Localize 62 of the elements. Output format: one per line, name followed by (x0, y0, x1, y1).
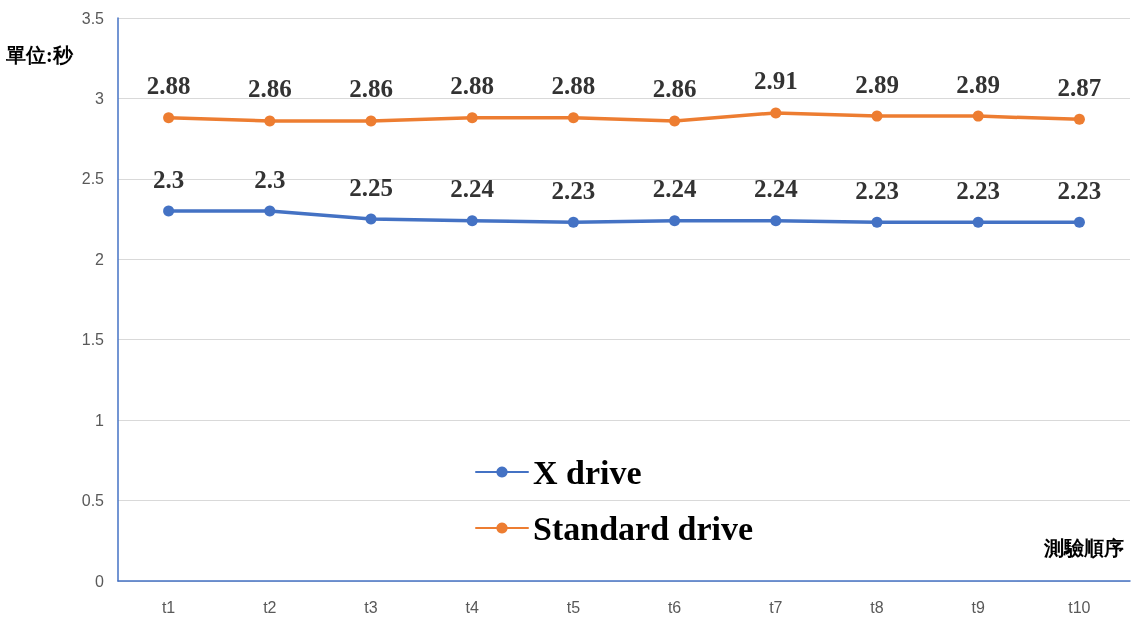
point (669, 215, 681, 227)
data-label: 2.3 (254, 165, 286, 193)
y-tick-label: 1.5 (81, 331, 105, 349)
point (264, 115, 276, 127)
point (365, 213, 377, 225)
point (871, 110, 883, 122)
point (1073, 216, 1085, 228)
y-tick-label: 2 (95, 250, 105, 268)
x-tick-label: t2 (263, 598, 277, 616)
x-tick-label: t1 (161, 598, 176, 616)
data-label: 2.23 (551, 176, 596, 204)
data-label: 2.89 (956, 70, 1001, 98)
data-label: 2.88 (551, 72, 596, 100)
point (264, 205, 276, 217)
data-label: 2.89 (855, 70, 899, 98)
point (567, 112, 579, 124)
data-label: 2.24 (450, 175, 495, 203)
x-tick-label: t9 (971, 598, 985, 616)
data-label: 2.86 (247, 75, 292, 103)
legend-label: Standard drive (533, 509, 754, 547)
x-tick-label: t7 (769, 598, 783, 616)
point (466, 112, 478, 124)
data-label: 2.88 (146, 72, 191, 100)
x-tick-label: t3 (364, 598, 378, 616)
data-label: 2.88 (450, 72, 495, 100)
y-tick-label: 3 (95, 89, 105, 107)
point (466, 215, 478, 227)
x-tick-label: t4 (465, 598, 479, 616)
data-label: 2.23 (956, 176, 1001, 204)
point (1073, 113, 1085, 125)
point (163, 112, 175, 124)
point (770, 215, 782, 227)
y-tick-label: 0.5 (81, 492, 105, 510)
data-label: 2.87 (1057, 73, 1102, 101)
point (567, 216, 579, 228)
point (972, 216, 984, 228)
y-tick-label: 2.5 (81, 170, 105, 188)
point (163, 205, 175, 217)
x-tick-label: t5 (566, 598, 581, 616)
data-label: 2.23 (855, 176, 899, 204)
data-label: 2.24 (652, 175, 697, 203)
x-tick-label: t10 (1068, 598, 1091, 616)
data-label: 2.24 (753, 175, 799, 203)
data-label: 2.3 (152, 165, 185, 193)
data-label: 2.86 (652, 75, 697, 103)
y-axis-title: 單位:秒 (5, 44, 74, 66)
point (770, 107, 782, 119)
x-tick-label: t8 (870, 598, 884, 616)
legend-label: X drive (533, 453, 642, 491)
y-tick-label: 0 (95, 572, 105, 590)
x-axis-title: 測驗順序 (1043, 537, 1124, 559)
data-label: 2.91 (753, 67, 798, 95)
y-tick-label: 1 (95, 411, 105, 429)
data-label: 2.25 (349, 173, 393, 201)
point (669, 115, 681, 127)
point (972, 110, 984, 122)
point (871, 216, 883, 228)
point (365, 115, 377, 127)
data-label: 2.86 (349, 75, 393, 103)
y-tick-label: 3.5 (81, 9, 105, 27)
x-tick-label: t6 (667, 598, 682, 616)
data-label: 2.23 (1057, 176, 1102, 204)
